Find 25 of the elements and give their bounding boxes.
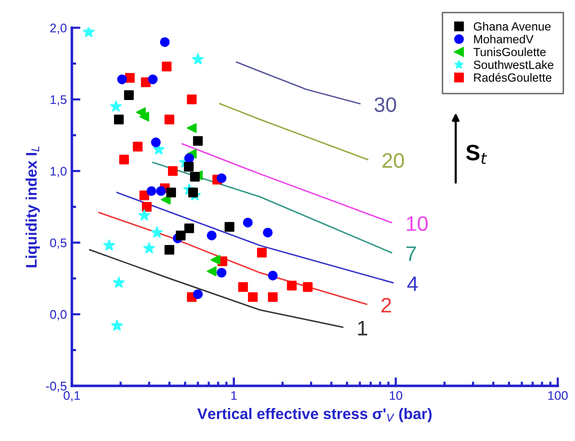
series-label: 10 xyxy=(406,216,428,231)
y-tick-label: 2,0 xyxy=(50,24,67,34)
series-label: 1 xyxy=(358,320,368,336)
annotation: S$_{t}$ xyxy=(466,144,488,164)
x-tick-label: 1 xyxy=(231,391,237,400)
x-tick-label: 100 xyxy=(548,391,568,400)
y-tick-label: 0,5 xyxy=(50,238,66,249)
legend-label: SouthwestLake xyxy=(474,60,554,69)
y-axis-title: Liquidity index I$_{L}$ xyxy=(26,146,40,268)
series-label: 2 xyxy=(382,298,391,312)
legend-label: RadésGoulette xyxy=(474,72,552,82)
x-tick-label: 0,1 xyxy=(64,391,80,402)
y-tick-label: 0,0 xyxy=(50,310,67,320)
y-tick-label: 1,0 xyxy=(50,166,67,178)
series-label: 4 xyxy=(407,276,418,291)
legend-label: TunisGoulette xyxy=(473,48,546,56)
series-label: 7 xyxy=(406,246,416,261)
legend-label: MohamedV xyxy=(474,34,534,44)
series-label: 30 xyxy=(374,97,396,112)
x-tick-label: 10 xyxy=(390,391,402,400)
x-axis-title: Vertical effective stress σ'$_{V}$ (bar) xyxy=(197,408,432,422)
y-tick-label: -0,5 xyxy=(46,382,66,392)
y-tick-label: 1,5 xyxy=(50,95,66,106)
legend-label: Ghana Avenue xyxy=(474,22,551,31)
series-label: 20 xyxy=(382,153,404,168)
